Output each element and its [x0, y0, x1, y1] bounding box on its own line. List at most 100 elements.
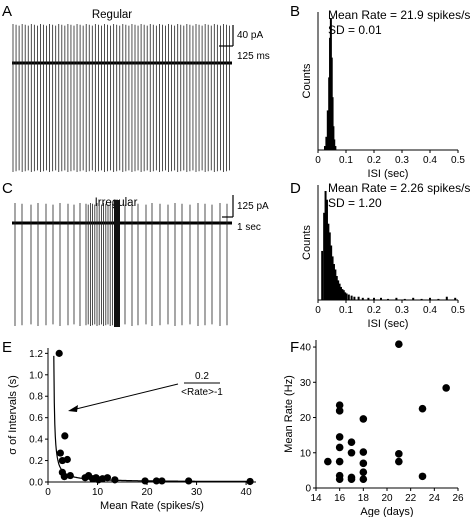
- x-tick-label: 30: [191, 487, 203, 498]
- data-point: [359, 415, 368, 423]
- data-point: [152, 477, 161, 485]
- x-tick-label: 0: [45, 487, 51, 498]
- histogram-bar: [347, 294, 350, 300]
- y-axis-label: Mean Rate (Hz): [283, 375, 295, 453]
- panel-label-e: E: [2, 339, 12, 356]
- fit-curve: [53, 355, 251, 483]
- histogram-bar: [330, 245, 333, 300]
- data-point: [56, 449, 64, 457]
- y-tick-label: 40: [300, 343, 312, 354]
- scale-bar-c: 125 pA 1 sec: [222, 195, 269, 233]
- annotation-sd: SD = 0.01: [328, 23, 382, 37]
- x-tick-label: 0.3: [395, 155, 409, 166]
- histogram-bar: [337, 280, 340, 300]
- x-tick-label: 20: [141, 487, 153, 498]
- x-tick-label: 0.1: [339, 305, 353, 316]
- y-axis-label: Counts: [301, 63, 313, 98]
- histogram-bar: [341, 289, 344, 300]
- data-point: [418, 472, 427, 481]
- data-point: [103, 474, 112, 482]
- spike-burst: [114, 200, 120, 327]
- histogram-bar: [338, 283, 341, 300]
- histogram-bar: [403, 298, 406, 300]
- y-tick-label: 1.0: [29, 370, 43, 381]
- scale-bar-a-x-label: 125 ms: [237, 51, 270, 62]
- rate-vs-age-scatter: 14 16 18 20 22 24 26 0 10 20 30 40 Age (days) Mean Ra…: [283, 340, 464, 517]
- data-point: [61, 432, 69, 440]
- scale-bar-c-y-label: 125 pA: [237, 201, 269, 212]
- data-point: [395, 450, 403, 458]
- histogram-bar: [429, 297, 431, 300]
- x-tick-label: 40: [241, 487, 253, 498]
- data-point: [418, 404, 427, 413]
- histogram-bar: [454, 297, 457, 300]
- x-tick-label: 0.2: [367, 305, 381, 316]
- data-point: [246, 477, 254, 486]
- annotation-mean-rate: Mean Rate = 21.9 spikes/s: [328, 8, 470, 22]
- x-axis-label: ISI (sec): [368, 318, 409, 330]
- x-axis-label: ISI (sec): [368, 168, 409, 180]
- x-tick-label: 18: [358, 493, 370, 504]
- x-tick-label: 0.5: [451, 155, 465, 166]
- data-point: [111, 476, 119, 484]
- fit-arrowhead: [68, 405, 78, 412]
- data-point: [63, 455, 71, 464]
- histogram-bar: [342, 290, 345, 300]
- data-point: [335, 433, 344, 441]
- data-point: [395, 340, 403, 349]
- regular-trace: [12, 24, 232, 172]
- data-point: [158, 477, 166, 485]
- histogram-bar: [339, 286, 342, 300]
- x-tick-label: 16: [334, 493, 346, 504]
- histogram-bar: [331, 97, 334, 150]
- data-point: [347, 475, 356, 483]
- data-point: [55, 349, 63, 357]
- y-tick-label: 30: [300, 378, 312, 389]
- histogram-bar: [395, 297, 398, 300]
- histogram-bar: [367, 297, 370, 300]
- x-axis-label: Mean Rate (spikes/s): [100, 500, 204, 512]
- data-point: [335, 443, 344, 452]
- sigma-vs-rate-scatter: 0 10 20 30 40 0.0 0.2 0.4 0.6 0.8 1.0 1.2 0.2 <Rate>-…: [7, 348, 256, 512]
- histogram-bar: [334, 146, 337, 150]
- annotation-mean-rate: Mean Rate = 2.26 spikes/s: [328, 181, 470, 195]
- histogram-bar: [327, 223, 330, 300]
- histogram-bar: [353, 296, 356, 300]
- data-point: [335, 407, 344, 415]
- y-tick-label: 0.8: [29, 392, 43, 403]
- histogram-bar: [350, 295, 353, 300]
- histogram-bar: [324, 191, 327, 300]
- data-point: [335, 457, 344, 466]
- data-point: [141, 477, 149, 485]
- data-point: [359, 468, 368, 476]
- data-point: [442, 384, 450, 392]
- x-tick-label: 22: [405, 493, 417, 504]
- data-point: [359, 448, 368, 456]
- fit-label-denominator: <Rate>-1: [181, 387, 223, 398]
- histogram-bar: [328, 232, 331, 300]
- panel-label-f: F: [290, 339, 299, 356]
- histogram-bar: [420, 298, 423, 300]
- data-point: [66, 471, 74, 480]
- x-tick-label: 0: [315, 155, 321, 166]
- scale-bar-a: 40 pA 125 ms: [219, 25, 270, 62]
- data-point: [395, 457, 403, 466]
- x-tick-label: 24: [429, 493, 441, 504]
- histogram-bar: [331, 256, 334, 300]
- histogram-bar: [344, 292, 347, 300]
- data-point: [185, 477, 193, 485]
- fit-arrow: [71, 383, 179, 411]
- y-axis-label: σ of Intervals (s): [7, 375, 19, 455]
- y-tick-label: 0.6: [29, 413, 43, 424]
- histogram-bar: [437, 298, 440, 300]
- y-tick-label: 0.0: [29, 478, 43, 489]
- y-axis-label: Counts: [301, 225, 313, 260]
- x-tick-label: 0.4: [423, 155, 437, 166]
- data-point: [359, 475, 368, 483]
- histogram-bar: [323, 212, 326, 300]
- isi-histogram-irregular: 0 0.1 0.2 0.3 0.4 0.5 Mean Rate = 2.26 spikes/…: [301, 181, 470, 330]
- y-tick-label: 0.4: [29, 435, 43, 446]
- data-point: [335, 475, 344, 483]
- x-tick-label: 0: [315, 305, 321, 316]
- x-tick-label: 0.2: [367, 155, 381, 166]
